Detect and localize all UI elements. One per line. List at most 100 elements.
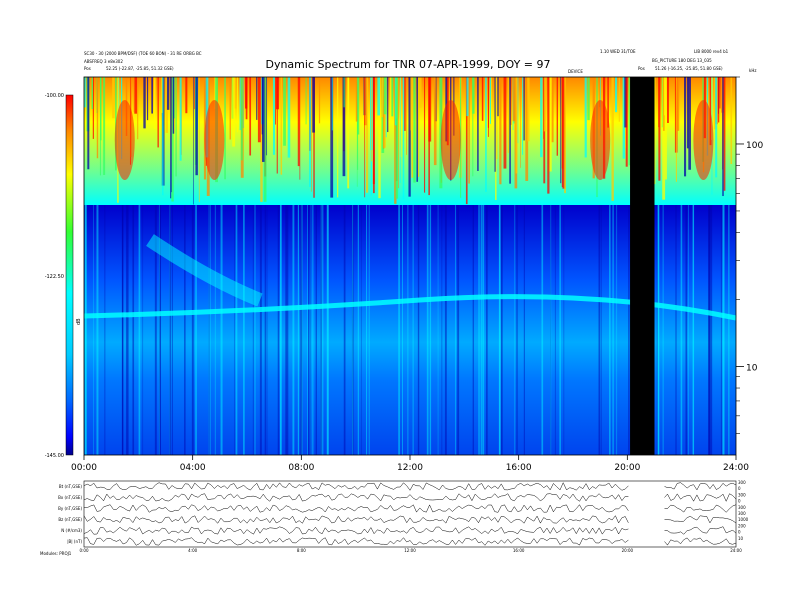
upper-stripe <box>310 77 312 192</box>
lower-stripe <box>472 205 474 455</box>
lower-stripe <box>680 205 683 455</box>
lower-stripe <box>401 205 403 455</box>
panel-right-tick: 300 <box>738 492 746 497</box>
lower-stripe <box>298 205 299 455</box>
upper-stripe <box>92 77 94 139</box>
lower-stripe <box>169 205 172 455</box>
panel-row-label: |B| (nT) <box>67 539 82 544</box>
emission-burst <box>146 234 263 307</box>
upper-stripe <box>151 77 154 114</box>
lower-stripe <box>234 205 235 455</box>
lower-stripe <box>499 205 501 455</box>
lower-stripe <box>121 205 124 455</box>
upper-stripe <box>666 77 669 123</box>
lower-stripe <box>688 205 689 455</box>
upper-stripe <box>112 77 115 119</box>
upper-stripe <box>280 77 283 175</box>
hot-spot <box>693 100 714 180</box>
upper-stripe <box>494 77 496 172</box>
lower-stripe <box>559 205 561 455</box>
upper-stripe <box>224 77 226 180</box>
upper-stripe <box>406 77 407 155</box>
chart-title: Dynamic Spectrum for TNR 07-APR-1999, DO… <box>265 58 550 71</box>
upper-stripe <box>477 77 479 171</box>
x-tick-label: 04:00 <box>180 463 206 473</box>
upper-stripe <box>391 77 394 117</box>
panel-right-tick: 0 <box>738 530 741 535</box>
upper-stripe <box>395 77 399 199</box>
lower-stripe <box>657 205 660 455</box>
lower-stripe <box>598 205 601 455</box>
lower-stripe <box>300 205 303 455</box>
lower-stripe <box>154 205 157 455</box>
lower-stripe <box>277 205 280 455</box>
panel-frame <box>83 480 737 548</box>
lower-stripe <box>195 205 197 455</box>
upper-stripe <box>297 77 300 167</box>
colorbar-tick-top: -100.00 <box>45 93 64 99</box>
upper-stripe <box>87 77 90 170</box>
lower-stripe <box>563 205 565 455</box>
upper-stripe <box>658 77 660 128</box>
lower-stripe <box>327 205 329 455</box>
panel-row-label: Bz (nT,GSE) <box>58 517 82 522</box>
upper-stripe <box>512 77 516 122</box>
upper-stripe <box>411 77 414 178</box>
panel-right-tick: 200 <box>738 523 746 528</box>
upper-stripe <box>331 77 333 131</box>
upper-stripe <box>357 77 359 170</box>
lower-stripe <box>309 205 311 455</box>
upper-stripe <box>147 77 149 121</box>
upper-stripe <box>489 77 492 124</box>
lower-stripe <box>498 205 500 455</box>
upper-stripe <box>165 77 169 133</box>
upper-stripe <box>276 77 278 174</box>
lower-stripe <box>628 205 630 455</box>
upper-stripe <box>547 77 550 194</box>
lower-stripe <box>280 205 282 455</box>
upper-stripe <box>236 77 239 133</box>
lower-stripe <box>685 205 688 455</box>
panel-right-tick: 300 <box>738 480 746 485</box>
lower-stripe <box>292 205 295 455</box>
lower-stripe <box>264 205 266 455</box>
upper-stripe <box>318 77 321 124</box>
upper-stripe <box>343 77 345 108</box>
upper-stripe <box>171 77 174 202</box>
lower-stripe <box>514 205 516 455</box>
upper-stripe <box>342 77 346 177</box>
lower-stripe <box>360 205 362 455</box>
upper-stripe <box>272 77 276 155</box>
lower-stripe <box>541 205 544 455</box>
upper-stripe <box>522 77 524 155</box>
upper-stripe <box>356 77 358 187</box>
upper-stripe <box>91 77 93 110</box>
lower-stripe <box>104 205 106 455</box>
panel-x-tick-label: 0:00 <box>80 548 89 553</box>
upper-stripe <box>355 77 358 122</box>
upper-stripe <box>423 77 426 193</box>
lower-stripe <box>486 205 488 455</box>
upper-stripe <box>611 77 614 201</box>
panel-x-tick-label: 20:00 <box>622 548 634 553</box>
upper-stripe <box>709 77 712 146</box>
upper-stripe <box>262 77 265 162</box>
upper-stripe <box>313 77 315 198</box>
upper-stripe <box>472 77 475 114</box>
lower-stripe <box>138 205 141 455</box>
lower-stripe <box>692 205 695 455</box>
panel-row-label: By (nT,GSE) <box>58 506 82 511</box>
upper-stripe <box>162 77 164 196</box>
upper-stripe <box>468 77 470 184</box>
lower-stripe <box>709 205 711 455</box>
upper-stripe <box>719 77 721 109</box>
lower-stripe <box>457 205 460 455</box>
lower-stripe <box>412 205 414 455</box>
upper-stripe <box>481 77 484 121</box>
header-right-top-b: LIB 8000 rev4 b1 <box>694 49 729 54</box>
upper-stripe <box>275 77 276 125</box>
panel-right-tick: 0 <box>738 499 741 504</box>
upper-stripe <box>399 77 401 183</box>
upper-stripe <box>287 77 291 158</box>
